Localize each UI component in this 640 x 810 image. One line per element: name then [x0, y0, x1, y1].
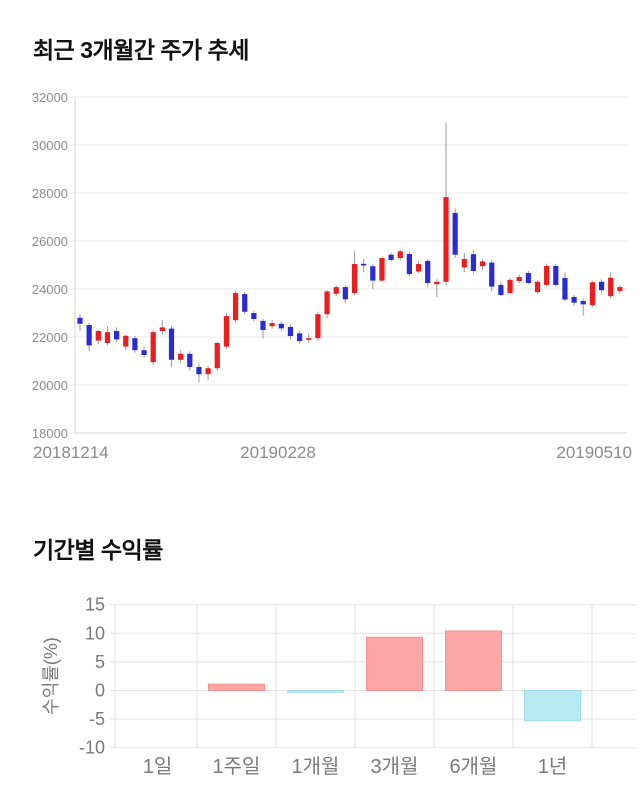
x-category-label: 1주일 [213, 755, 261, 778]
y-tick-label: 15 [85, 595, 105, 615]
candle-down [342, 287, 348, 300]
candle-down [470, 254, 477, 271]
candle-down [571, 296, 577, 303]
y-tick-label: 22000 [32, 330, 68, 345]
candle-up [205, 368, 211, 375]
x-category-label: 1일 [143, 755, 173, 778]
y-tick-label: 32000 [32, 90, 68, 105]
candle-up [123, 335, 129, 347]
candle-down [406, 253, 412, 275]
candle-up [415, 264, 422, 272]
x-category-label: 3개월 [371, 755, 419, 778]
candle-down [196, 367, 202, 375]
candle-up [351, 264, 358, 294]
candle-up [480, 261, 486, 267]
bar-positive [445, 630, 502, 691]
candle-up [534, 281, 541, 293]
candle-down [242, 294, 248, 312]
candle-down [251, 313, 257, 319]
returns-bar-chart: 15 10 5 0 -5 -10 1일 1주일 1개월 3개월 6개월 1년 수익률(%) [41, 595, 636, 778]
bar-negative [524, 690, 581, 722]
candle-up [544, 265, 550, 285]
candle-down [452, 212, 458, 255]
candle-up [324, 291, 330, 315]
returns-chart-title: 기간별 수익률 [33, 537, 163, 563]
candle-up [178, 353, 184, 360]
candle-up [589, 282, 595, 306]
candle-down [425, 260, 431, 283]
candle-down [168, 328, 175, 360]
x-category-label: 1개월 [292, 755, 340, 778]
y-tick-label: 10 [85, 623, 105, 643]
y-tick-label: 18000 [32, 426, 68, 441]
x-category-label: 6개월 [450, 755, 498, 778]
candle-up [269, 323, 275, 327]
candle-down [489, 262, 495, 287]
candle-up [443, 197, 449, 282]
candle-up [104, 332, 111, 343]
candle-up [434, 281, 440, 285]
y-tick-label: 20000 [32, 378, 68, 393]
candle-up [397, 251, 403, 259]
candle-up [507, 279, 513, 294]
candle-down [562, 277, 568, 300]
candle-up [617, 287, 623, 291]
candle-down [260, 320, 266, 331]
y-tick-label: 5 [95, 652, 105, 672]
y-tick-label: 24000 [32, 282, 68, 297]
candle-up [150, 332, 156, 363]
candle-up [159, 327, 165, 331]
y-axis-title: 수익률(%) [41, 637, 61, 715]
y-tick-label: -5 [89, 709, 105, 729]
candle-up [333, 287, 339, 294]
candle-down [132, 338, 138, 351]
candle-down [287, 326, 294, 337]
candle-up [516, 277, 522, 282]
x-category-label: 1년 [538, 755, 568, 778]
candle-down [388, 254, 394, 260]
candle-down [187, 353, 193, 367]
candle-down [498, 284, 504, 295]
candle-down [598, 281, 605, 291]
candle-down [370, 266, 376, 281]
x-axis-label: 20181214 [33, 443, 109, 462]
bar-negative [287, 690, 344, 693]
candle-up [461, 259, 467, 268]
price-chart-title: 최근 3개월간 주가 추세 [33, 37, 249, 63]
price-candlestick-chart: 32000 30000 28000 26000 24000 22000 20000 18000… [32, 90, 632, 462]
candle-up [306, 338, 312, 340]
y-tick-label: 26000 [32, 234, 68, 249]
bar-positive [208, 683, 265, 691]
candle-up [223, 316, 229, 347]
x-axis-label: 20190510 [556, 443, 632, 462]
x-axis-label: 20190228 [240, 443, 316, 462]
candle-up [315, 314, 321, 339]
candle-up [608, 277, 614, 297]
candle-down [361, 263, 367, 266]
candle-down [77, 317, 83, 324]
candle-up [379, 258, 385, 281]
candle-down [553, 265, 559, 285]
y-tick-label: 28000 [32, 186, 68, 201]
bar-positive [366, 636, 423, 691]
y-tick-label: 30000 [32, 138, 68, 153]
y-tick-label: 0 [95, 681, 105, 701]
candle-down [278, 323, 284, 329]
candle-up [95, 331, 101, 341]
candle-down [114, 331, 120, 340]
candle-up [232, 293, 239, 321]
candle-up [214, 343, 220, 369]
candle-down [580, 301, 586, 305]
candle-down [525, 272, 531, 283]
y-tick-label: -10 [79, 738, 105, 758]
candle-down [141, 350, 147, 355]
candle-down [86, 325, 92, 346]
candle-down [297, 333, 303, 342]
